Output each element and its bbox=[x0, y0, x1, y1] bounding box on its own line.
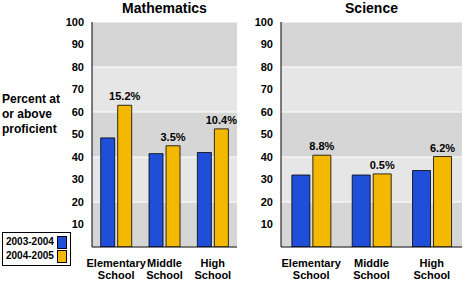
html-text:2003-2004: 2003-2004 bbox=[6, 236, 54, 247]
svg-text:90: 90 bbox=[261, 38, 273, 50]
html-text:2004-2005: 2004-2005 bbox=[6, 250, 54, 261]
svg-text:30: 30 bbox=[72, 173, 84, 185]
html-text:Mathematics: Mathematics bbox=[122, 0, 207, 16]
svg-text:10.4%: 10.4% bbox=[206, 114, 237, 126]
svg-text:80: 80 bbox=[261, 61, 273, 73]
svg-text:10: 10 bbox=[72, 218, 84, 230]
svg-text:100: 100 bbox=[66, 16, 84, 28]
svg-text:80: 80 bbox=[72, 61, 84, 73]
svg-text:10: 10 bbox=[261, 218, 273, 230]
svg-text:HighSchool: HighSchool bbox=[194, 257, 231, 281]
svg-text:MiddleSchool: MiddleSchool bbox=[353, 257, 390, 281]
svg-text:30: 30 bbox=[261, 173, 273, 185]
html-text:Percent at or above proficient: Percent at or above proficient bbox=[2, 92, 60, 136]
svg-text:70: 70 bbox=[72, 83, 84, 95]
svg-text:6.2%: 6.2% bbox=[430, 142, 455, 154]
svg-text:90: 90 bbox=[72, 38, 84, 50]
svg-text:3.5%: 3.5% bbox=[160, 131, 185, 143]
svg-text:ElementarySchool: ElementarySchool bbox=[282, 257, 342, 281]
svg-text:70: 70 bbox=[261, 83, 273, 95]
svg-text:ElementarySchool: ElementarySchool bbox=[87, 257, 147, 281]
svg-text:50: 50 bbox=[72, 128, 84, 140]
svg-text:8.8%: 8.8% bbox=[309, 140, 334, 152]
svg-text:0.5%: 0.5% bbox=[370, 159, 395, 171]
svg-text:HighSchool: HighSchool bbox=[413, 257, 450, 281]
svg-text:40: 40 bbox=[261, 151, 273, 163]
svg-text:50: 50 bbox=[261, 128, 273, 140]
svg-text:MiddleSchool: MiddleSchool bbox=[146, 257, 183, 281]
svg-text:20: 20 bbox=[72, 196, 84, 208]
svg-text:20: 20 bbox=[261, 196, 273, 208]
svg-text:60: 60 bbox=[261, 106, 273, 118]
svg-text:60: 60 bbox=[72, 106, 84, 118]
svg-text:40: 40 bbox=[72, 151, 84, 163]
html-text:Science: Science bbox=[345, 0, 398, 16]
svg-text:15.2%: 15.2% bbox=[109, 90, 140, 102]
svg-text:100: 100 bbox=[255, 16, 273, 28]
